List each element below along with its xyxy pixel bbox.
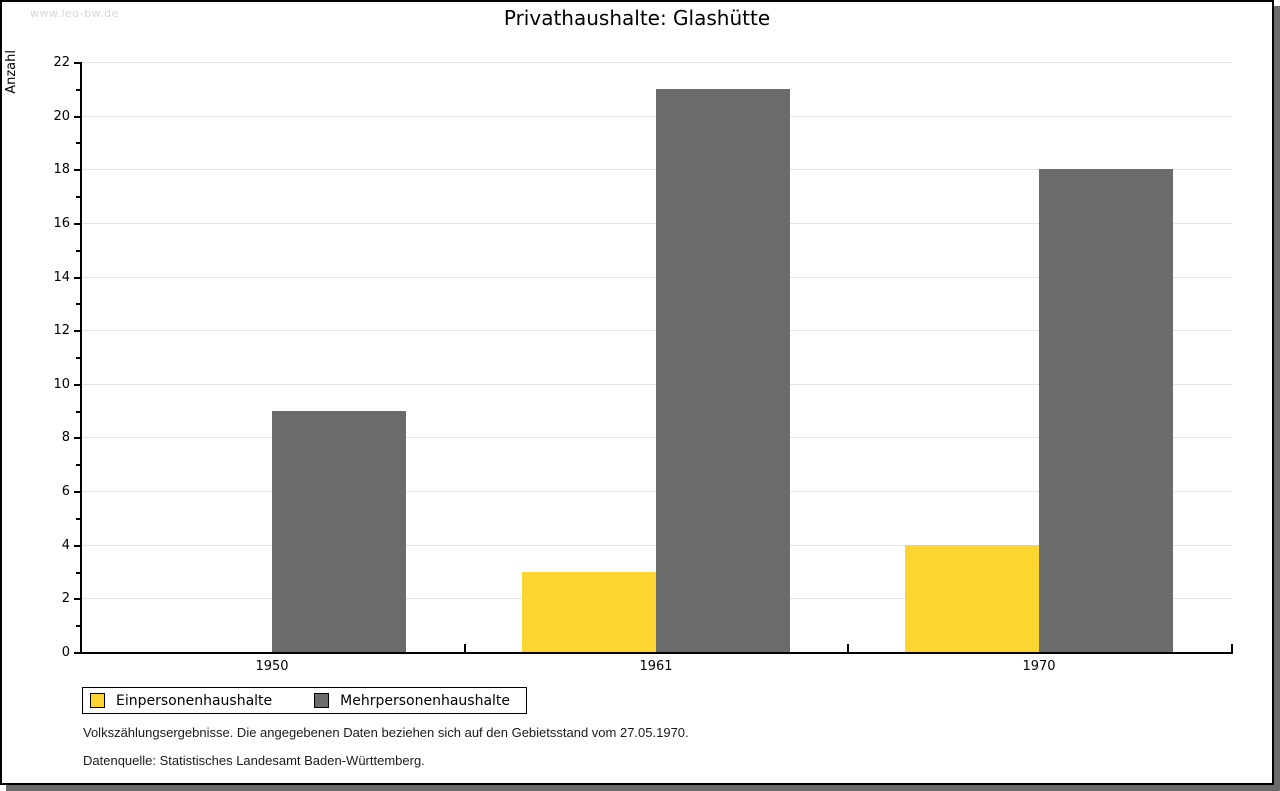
y-tick-label: 14	[53, 270, 70, 285]
y-tick-label: 16	[53, 216, 70, 231]
bar-1970-einpersonenhaushalte	[905, 545, 1039, 652]
y-major-tick	[74, 330, 80, 332]
y-minor-tick	[76, 518, 80, 520]
y-major-tick	[74, 598, 80, 600]
legend-swatch-einpersonenhaushalte	[90, 693, 105, 708]
y-tick-label: 10	[53, 377, 70, 392]
y-minor-tick	[76, 625, 80, 627]
bar-1961-einpersonenhaushalte	[522, 572, 656, 652]
legend-label-einpersonenhaushalte: Einpersonenhaushalte	[116, 692, 273, 709]
x-boundary-tick	[847, 644, 849, 652]
footnotes: Volkszählungsergebnisse. Die angegebenen…	[83, 725, 689, 781]
x-category-label: 1950	[255, 659, 289, 674]
bar-1970-mehrpersonenhaushalte	[1039, 169, 1173, 652]
plot-area: 0 2 4 6 8 10 12 14 16 18 20 22 1950 1961 1970	[2, 2, 1272, 783]
footnote-datasource: Datenquelle: Statistisches Landesamt Bad…	[83, 753, 425, 768]
chart-legend: Einpersonenhaushalte Mehrpersonenhaushal…	[82, 687, 528, 714]
y-minor-tick	[76, 411, 80, 413]
watermark-text: www.leo-bw.de	[30, 7, 119, 20]
y-tick-label: 2	[61, 591, 70, 606]
y-major-tick	[74, 169, 80, 171]
y-minor-tick	[76, 464, 80, 466]
y-minor-tick	[76, 357, 80, 359]
y-tick-label: 20	[53, 109, 70, 124]
footnote-census: Volkszählungsergebnisse. Die angegebenen…	[83, 725, 689, 740]
y-minor-tick	[76, 303, 80, 305]
y-major-tick	[74, 116, 80, 118]
chart-title: Privathaushalte: Glashütte	[503, 6, 771, 30]
x-boundary-tick	[1231, 644, 1233, 652]
y-tick-label: 4	[61, 538, 70, 553]
y-major-tick	[74, 277, 80, 279]
y-minor-tick	[76, 196, 80, 198]
y-axis-line	[80, 62, 82, 654]
legend-label-mehrpersonenhaushalte: Mehrpersonenhaushalte	[340, 692, 511, 709]
grid-line	[82, 62, 1232, 63]
y-tick-label: 12	[53, 323, 70, 338]
x-boundary-tick	[464, 644, 466, 652]
y-tick-label: 0	[61, 645, 70, 660]
y-minor-tick	[76, 572, 80, 574]
bar-1950-mehrpersonenhaushalte	[272, 411, 406, 652]
y-major-tick	[74, 223, 80, 225]
legend-item-einpersonenhaushalte: Einpersonenhaushalte	[90, 693, 272, 709]
y-tick-label: 18	[53, 162, 70, 177]
y-tick-label: 6	[61, 484, 70, 499]
bar-1961-mehrpersonenhaushalte	[656, 89, 790, 652]
x-axis-line	[80, 652, 1233, 654]
y-tick-label: 22	[53, 55, 70, 70]
y-major-tick	[74, 62, 80, 64]
legend-swatch-mehrpersonenhaushalte	[314, 693, 330, 708]
y-minor-tick	[76, 89, 80, 91]
x-category-label: 1970	[1022, 659, 1056, 674]
y-minor-tick	[76, 250, 80, 252]
y-major-tick	[74, 491, 80, 493]
y-tick-label: 8	[61, 430, 70, 445]
y-minor-tick	[76, 142, 80, 144]
x-category-label: 1961	[639, 659, 673, 674]
y-major-tick	[74, 545, 80, 547]
legend-item-mehrpersonenhaushalte: Mehrpersonenhaushalte	[314, 693, 510, 709]
y-major-tick	[74, 384, 80, 386]
y-major-tick	[74, 437, 80, 439]
y-major-tick	[74, 652, 80, 654]
